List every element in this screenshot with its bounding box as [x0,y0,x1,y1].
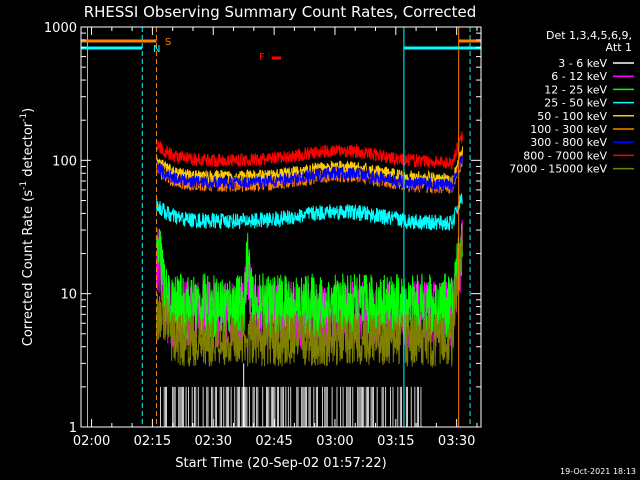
legend-label: 50 - 100 keV [537,110,607,123]
series-3-6kev [160,363,422,427]
x-tick-label: 03:15 [377,434,414,449]
legend-label: 300 - 800 keV [530,136,607,149]
flag-label-s: S [165,37,171,48]
footer-timestamp: 19-Oct-2021 18:13 [560,467,636,476]
series-300-800kev [156,155,463,192]
flag-label-n: N [153,44,160,55]
flag-label-f: F [259,52,265,63]
series-7000-15000kev [156,228,463,368]
plot-frame [80,26,482,428]
legend-label: 6 - 12 keV [551,70,607,83]
y-label-exp: -1 [19,181,29,190]
x-tick-label: 03:00 [316,434,353,449]
y-label-part: detector [21,121,36,181]
legend-header: Att 1 [606,41,632,54]
legend-label: 7000 - 15000 keV [509,163,607,176]
x-tick-label: 02:45 [255,434,292,449]
y-label-part: ) [21,108,36,113]
y-label-exp: -1 [19,113,29,122]
legend-label: 12 - 25 keV [544,83,607,96]
x-tick-label: 02:15 [134,434,171,449]
legend-label: 3 - 6 keV [558,57,607,70]
y-tick-label: 1000 [44,21,77,36]
series-25-50kev [156,193,463,231]
y-tick-label: 100 [52,154,77,169]
legend-header: Det 1,3,4,5,6,9, [546,29,632,42]
y-tick-label: 1 [69,421,77,436]
y-label-part: Corrected Count Rate (s [21,190,36,347]
x-axis-label: Start Time (20-Sep-02 01:57:22) [175,456,386,471]
legend-label: 800 - 7000 keV [523,149,607,162]
x-tick-label: 03:30 [438,434,475,449]
y-tick-label: 10 [60,288,77,303]
series-800-7000kev [156,131,463,170]
x-tick-label: 02:00 [73,434,110,449]
legend-label: 25 - 50 keV [544,97,607,110]
chart-title: RHESSI Observing Summary Count Rates, Co… [84,3,477,21]
x-tick-label: 02:30 [195,434,232,449]
legend-label: 100 - 300 keV [530,123,607,136]
y-axis-label: Corrected Count Rate (s-1 detector-1) [19,108,36,346]
